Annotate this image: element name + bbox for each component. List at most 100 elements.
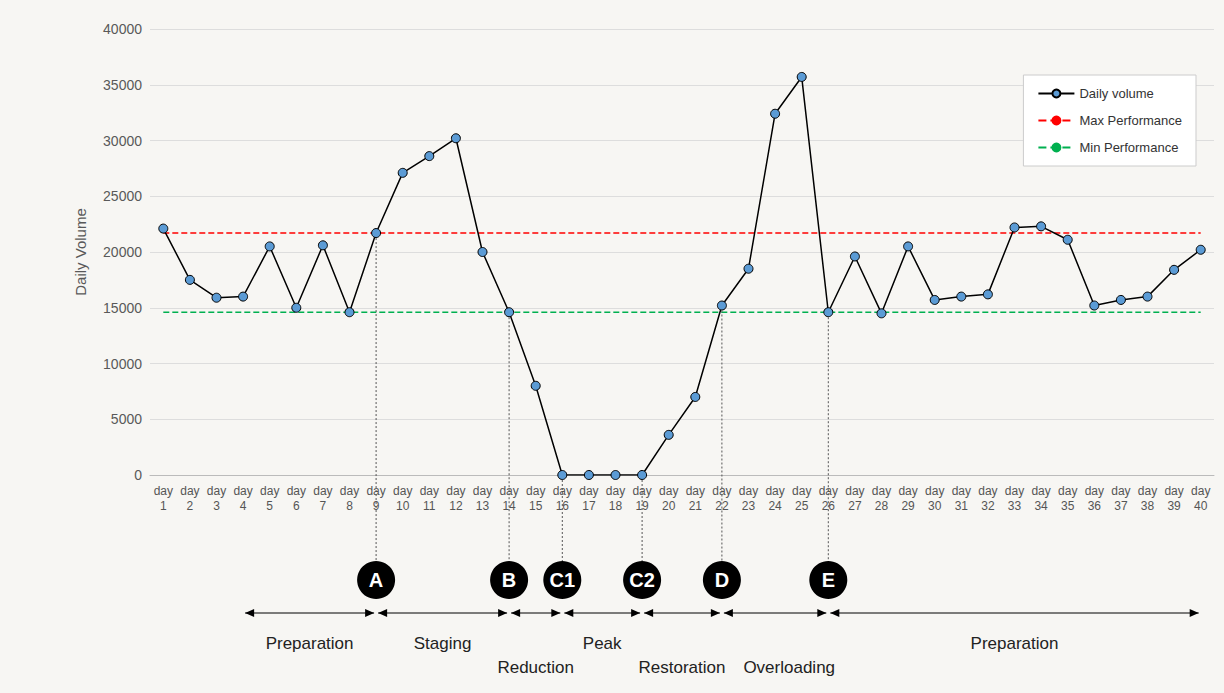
svg-text:37: 37 bbox=[1114, 499, 1128, 513]
svg-text:day: day bbox=[180, 484, 199, 498]
svg-text:Daily volume: Daily volume bbox=[1079, 86, 1153, 101]
svg-text:7: 7 bbox=[320, 499, 327, 513]
svg-text:29: 29 bbox=[901, 499, 915, 513]
svg-text:20000: 20000 bbox=[103, 244, 142, 260]
svg-text:10000: 10000 bbox=[103, 356, 142, 372]
svg-text:Peak: Peak bbox=[583, 634, 622, 653]
svg-text:day: day bbox=[260, 484, 279, 498]
svg-text:day: day bbox=[1031, 484, 1050, 498]
svg-text:3: 3 bbox=[213, 499, 220, 513]
svg-text:1: 1 bbox=[160, 499, 167, 513]
svg-text:day: day bbox=[287, 484, 306, 498]
svg-text:day: day bbox=[393, 484, 412, 498]
svg-text:C1: C1 bbox=[550, 569, 576, 591]
svg-text:day: day bbox=[765, 484, 784, 498]
svg-text:day: day bbox=[366, 483, 386, 498]
svg-text:day: day bbox=[952, 484, 971, 498]
svg-text:day: day bbox=[792, 484, 811, 498]
svg-text:35: 35 bbox=[1061, 499, 1075, 513]
svg-text:27: 27 bbox=[848, 499, 862, 513]
svg-text:Max Performance: Max Performance bbox=[1079, 113, 1182, 128]
svg-text:A: A bbox=[369, 569, 383, 591]
svg-text:24: 24 bbox=[768, 499, 782, 513]
svg-text:21: 21 bbox=[689, 499, 703, 513]
svg-text:day: day bbox=[207, 484, 226, 498]
svg-text:day: day bbox=[686, 484, 705, 498]
svg-text:40000: 40000 bbox=[103, 21, 142, 37]
svg-text:32: 32 bbox=[981, 499, 995, 513]
svg-text:40: 40 bbox=[1194, 499, 1208, 513]
svg-text:10: 10 bbox=[396, 499, 410, 513]
svg-text:day: day bbox=[313, 484, 332, 498]
svg-text:12: 12 bbox=[449, 499, 463, 513]
svg-text:33: 33 bbox=[1008, 499, 1022, 513]
svg-text:Staging: Staging bbox=[414, 634, 472, 653]
svg-text:E: E bbox=[822, 569, 835, 591]
svg-text:Overloading: Overloading bbox=[743, 658, 835, 677]
svg-text:38: 38 bbox=[1141, 499, 1155, 513]
svg-text:5000: 5000 bbox=[111, 411, 142, 427]
svg-text:17: 17 bbox=[582, 499, 596, 513]
svg-text:20: 20 bbox=[662, 499, 676, 513]
svg-text:C2: C2 bbox=[629, 569, 655, 591]
svg-text:day: day bbox=[526, 484, 545, 498]
svg-text:22: 22 bbox=[715, 499, 729, 513]
svg-text:39: 39 bbox=[1167, 499, 1181, 513]
svg-text:Restoration: Restoration bbox=[639, 658, 726, 677]
svg-text:day: day bbox=[659, 484, 678, 498]
svg-text:31: 31 bbox=[955, 499, 969, 513]
svg-text:Reduction: Reduction bbox=[497, 658, 574, 677]
svg-text:0: 0 bbox=[134, 467, 142, 483]
svg-text:day: day bbox=[233, 484, 252, 498]
svg-text:Min Performance: Min Performance bbox=[1079, 140, 1178, 155]
svg-text:25: 25 bbox=[795, 499, 809, 513]
svg-text:5: 5 bbox=[266, 499, 273, 513]
svg-text:34: 34 bbox=[1034, 499, 1048, 513]
svg-text:day: day bbox=[154, 484, 173, 498]
svg-text:day: day bbox=[420, 484, 439, 498]
svg-text:day: day bbox=[872, 484, 891, 498]
svg-text:36: 36 bbox=[1088, 499, 1102, 513]
svg-text:day: day bbox=[499, 483, 519, 498]
svg-text:day: day bbox=[473, 484, 492, 498]
svg-text:6: 6 bbox=[293, 499, 300, 513]
svg-text:28: 28 bbox=[875, 499, 889, 513]
svg-text:day: day bbox=[1191, 484, 1210, 498]
svg-text:day: day bbox=[340, 484, 359, 498]
svg-text:day: day bbox=[925, 484, 944, 498]
svg-text:day: day bbox=[739, 484, 758, 498]
svg-text:day: day bbox=[1058, 484, 1077, 498]
svg-text:D: D bbox=[715, 569, 729, 591]
svg-text:day: day bbox=[712, 483, 732, 498]
svg-text:day: day bbox=[1164, 484, 1183, 498]
svg-text:Preparation: Preparation bbox=[971, 634, 1059, 653]
svg-text:35000: 35000 bbox=[103, 77, 142, 93]
svg-text:13: 13 bbox=[476, 499, 490, 513]
svg-text:2: 2 bbox=[187, 499, 194, 513]
svg-text:Daily Volume: Daily Volume bbox=[72, 208, 89, 296]
svg-text:day: day bbox=[898, 484, 917, 498]
svg-text:day: day bbox=[1138, 484, 1157, 498]
svg-text:day: day bbox=[978, 484, 997, 498]
svg-text:4: 4 bbox=[240, 499, 247, 513]
svg-text:18: 18 bbox=[609, 499, 623, 513]
svg-text:day: day bbox=[845, 484, 864, 498]
svg-text:day: day bbox=[552, 483, 572, 498]
svg-text:B: B bbox=[502, 569, 516, 591]
svg-text:day: day bbox=[1111, 484, 1130, 498]
svg-text:30: 30 bbox=[928, 499, 942, 513]
svg-text:day: day bbox=[606, 484, 625, 498]
svg-text:23: 23 bbox=[742, 499, 756, 513]
svg-text:Preparation: Preparation bbox=[266, 634, 354, 653]
svg-text:day: day bbox=[632, 483, 652, 498]
svg-text:30000: 30000 bbox=[103, 133, 142, 149]
svg-text:day: day bbox=[579, 484, 598, 498]
svg-text:8: 8 bbox=[346, 499, 353, 513]
svg-text:25000: 25000 bbox=[103, 188, 142, 204]
svg-text:day: day bbox=[1085, 484, 1104, 498]
svg-text:day: day bbox=[1005, 484, 1024, 498]
svg-text:15000: 15000 bbox=[103, 300, 142, 316]
svg-text:15: 15 bbox=[529, 499, 543, 513]
svg-text:11: 11 bbox=[423, 499, 436, 513]
svg-text:day: day bbox=[446, 484, 465, 498]
